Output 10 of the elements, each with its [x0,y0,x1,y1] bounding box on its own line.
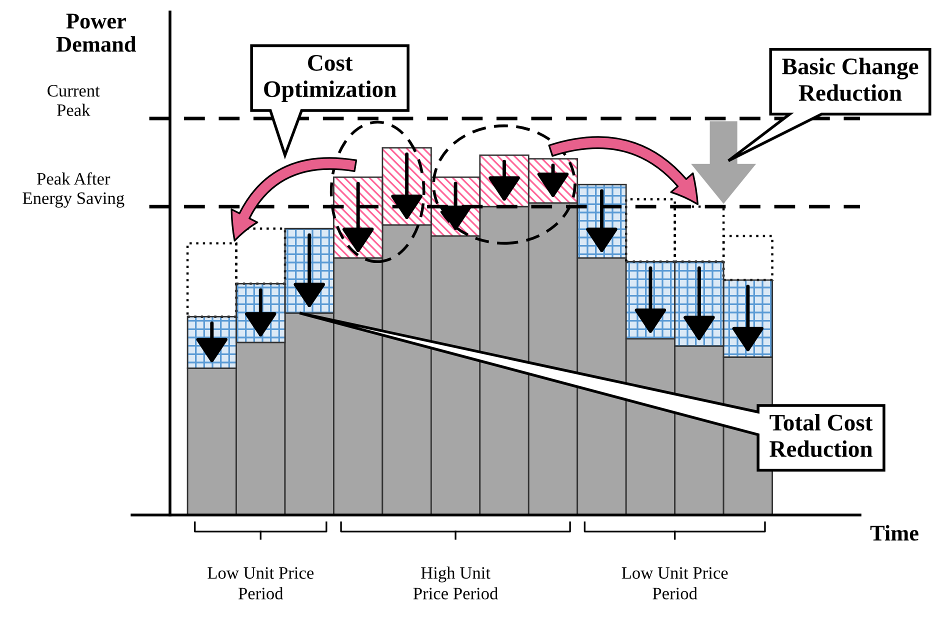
text: Cost Optimization [264,54,396,102]
text: Low Unit Price Period [622,567,728,600]
annotation: Total Cost Reduction [770,414,873,458]
text: High Unit Price Period [413,566,498,600]
y-axis-title: Power Demand [56,14,136,52]
x-axis-title: Time [870,525,918,541]
text: Basic Change Reduction [782,58,918,101]
ref-line-label: Peak After Energy Saving [22,172,124,208]
text: Low Unit Price Period [208,567,314,600]
ref-line-label: Current Peak [48,84,100,116]
